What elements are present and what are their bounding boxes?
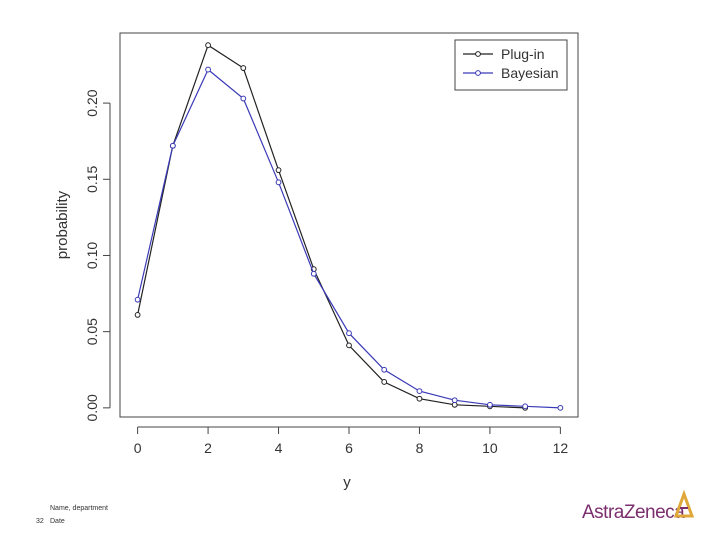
- data-point: [205, 42, 211, 49]
- data-point: [134, 296, 141, 303]
- footer-name-department: Name, department: [50, 505, 108, 512]
- x-axis-label: y: [343, 474, 351, 491]
- series-line: [137, 68, 561, 409]
- data-point: [275, 179, 282, 186]
- data-point: [205, 66, 211, 73]
- data-point: [240, 65, 247, 71]
- x-tick-label: 8: [416, 440, 424, 456]
- data-point: [381, 379, 388, 385]
- series-layer: [134, 42, 564, 411]
- x-tick-label: 2: [204, 440, 212, 456]
- data-point: [310, 270, 317, 277]
- data-point: [134, 312, 141, 318]
- probability-chart: 0 2 4 6 8 10 12 0.00 0.05 0.10 0.15 0.20 Plug-in Bay…: [54, 32, 579, 491]
- astrazeneca-logo: AstraZeneca: [582, 490, 702, 530]
- series-bayesian: [134, 66, 564, 411]
- data-point: [169, 142, 176, 149]
- axes: 0 2 4 6 8 10 12 0.00 0.05 0.10 0.15 0.20: [84, 89, 568, 456]
- x-tick-label: 4: [275, 440, 283, 456]
- y-tick-label: 0.15: [84, 165, 100, 192]
- data-point: [487, 401, 493, 408]
- legend-item: Bayesian: [463, 65, 559, 81]
- legend: Plug-in Bayesian: [454, 39, 568, 91]
- footer-page-date: 32 Date: [36, 515, 108, 528]
- data-point: [346, 342, 352, 349]
- y-tick-label: 0.20: [84, 89, 100, 116]
- data-point: [346, 330, 352, 337]
- data-point: [381, 366, 388, 373]
- x-tick-label: 6: [345, 440, 353, 456]
- data-point: [557, 404, 564, 411]
- data-point: [416, 388, 423, 394]
- x-tick-label: 10: [482, 440, 498, 456]
- y-tick-label: 0.05: [84, 318, 100, 345]
- footer-date: Date: [50, 518, 65, 525]
- y-tick-label: 0.10: [84, 242, 100, 269]
- y-tick-label: 0.00: [84, 394, 100, 421]
- legend-marker: [475, 70, 481, 76]
- legend-label: Plug-in: [501, 46, 545, 62]
- logo-mark-icon: [673, 490, 695, 518]
- data-point: [451, 397, 458, 404]
- page-number: 32: [36, 518, 44, 525]
- x-tick-label: 0: [134, 440, 142, 456]
- data-point: [275, 167, 282, 174]
- x-tick-label: 12: [553, 440, 569, 456]
- legend-marker: [475, 51, 481, 57]
- series-plug-in: [134, 42, 529, 411]
- y-axis-label: probability: [54, 190, 71, 259]
- legend-label: Bayesian: [501, 65, 559, 81]
- slide-footer: Name, department 32 Date: [36, 502, 108, 528]
- logo-text: AstraZeneca: [582, 502, 685, 523]
- data-point: [522, 403, 529, 410]
- legend-item: Plug-in: [463, 46, 545, 62]
- data-point: [240, 95, 247, 102]
- legend-box: [454, 39, 568, 91]
- data-point: [416, 395, 423, 402]
- plot-frame: [119, 32, 579, 418]
- series-line: [137, 44, 526, 409]
